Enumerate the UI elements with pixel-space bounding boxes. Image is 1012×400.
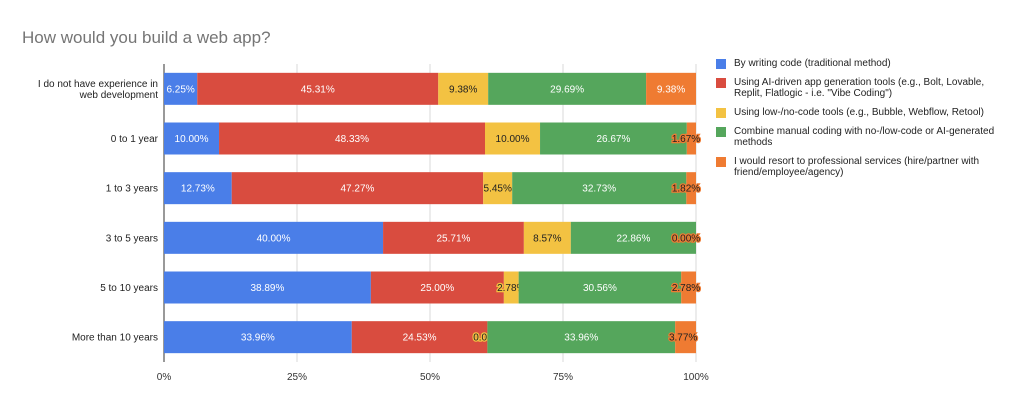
y-category-label-line: 3 to 5 years xyxy=(106,233,158,244)
bar-segment xyxy=(370,271,504,304)
bar-segment xyxy=(438,72,489,105)
bar-segment xyxy=(523,221,571,254)
bar-segment xyxy=(164,122,220,155)
legend-label: I would resort to professional services … xyxy=(734,156,980,178)
y-category-label: 0 to 1 year xyxy=(111,134,159,145)
data-label: 5.45% xyxy=(484,184,512,195)
bar-segment xyxy=(518,271,682,304)
data-label: 40.00% xyxy=(257,233,291,244)
legend-swatch xyxy=(716,78,726,88)
y-category-label: More than 10 years xyxy=(72,333,158,344)
data-label: 12.73% xyxy=(181,184,215,195)
data-label: 30.56% xyxy=(583,283,617,294)
bar-segment xyxy=(231,172,484,205)
data-label: 26.67% xyxy=(596,134,630,145)
bar-segment xyxy=(681,271,696,304)
chart-title: How would you build a web app? xyxy=(22,28,271,47)
bar-segment xyxy=(570,221,696,254)
bar-segment xyxy=(164,271,371,304)
y-category-label-line: web development xyxy=(79,90,159,101)
y-category-label-line: I do not have experience in xyxy=(38,79,158,90)
data-label: 9.38% xyxy=(657,84,685,95)
x-tick-label: 25% xyxy=(287,372,307,383)
data-label: 0.00% xyxy=(672,233,700,244)
bar-segment xyxy=(512,172,687,205)
y-category-label-line: More than 10 years xyxy=(72,333,158,344)
y-category-label: 3 to 5 years xyxy=(106,233,158,244)
data-label: 3.77% xyxy=(669,333,697,344)
x-tick-label: 100% xyxy=(683,372,709,383)
x-tick-label: 0% xyxy=(157,372,172,383)
bar-segment xyxy=(197,72,439,105)
bar-segment xyxy=(351,321,488,354)
y-category-label: 5 to 10 years xyxy=(100,283,158,294)
data-label: 45.31% xyxy=(301,84,335,95)
y-category-label-line: 0 to 1 year xyxy=(111,134,159,145)
data-label: 38.89% xyxy=(250,283,284,294)
legend-item: I would resort to professional services … xyxy=(716,156,1006,178)
legend-item: Using low-/no-code tools (e.g., Bubble, … xyxy=(716,107,1006,118)
legend-label: Using AI-driven app generation tools (e.… xyxy=(734,77,985,99)
bar-segment xyxy=(488,72,647,105)
legend-label: Combine manual coding with no-/low-code … xyxy=(734,126,995,148)
data-label: 33.96% xyxy=(241,333,275,344)
bar-segment xyxy=(164,321,352,354)
data-label: 10.00% xyxy=(175,134,209,145)
bar-segment xyxy=(383,221,524,254)
legend-swatch xyxy=(716,108,726,118)
legend-swatch xyxy=(716,127,726,137)
x-tick-label: 50% xyxy=(420,372,440,383)
bar-segment xyxy=(686,122,696,155)
data-label: 8.57% xyxy=(533,233,561,244)
bar-segment xyxy=(219,122,486,155)
bar-segment xyxy=(487,321,676,354)
data-label: 33.96% xyxy=(564,333,598,344)
bar-segment xyxy=(483,172,513,205)
legend-item: Combine manual coding with no-/low-code … xyxy=(716,126,1006,148)
bar-segment xyxy=(503,271,519,304)
data-label: 1.67% xyxy=(672,134,700,145)
data-label: 2.78% xyxy=(672,283,700,294)
bar-segment xyxy=(540,122,687,155)
x-tick-label: 75% xyxy=(553,372,573,383)
bar-segment xyxy=(646,72,696,105)
data-label: 22.86% xyxy=(616,233,650,244)
bar-segment xyxy=(485,122,541,155)
legend-item: By writing code (traditional method) xyxy=(716,58,1006,69)
bar-segment xyxy=(164,172,232,205)
legend-swatch xyxy=(716,59,726,69)
data-label: 32.73% xyxy=(582,184,616,195)
legend-label: By writing code (traditional method) xyxy=(734,58,891,69)
legend-swatch xyxy=(716,157,726,167)
bar-segment xyxy=(675,321,696,354)
y-category-label: 1 to 3 years xyxy=(106,184,158,195)
data-label: 47.27% xyxy=(341,184,375,195)
data-label: 1.82% xyxy=(672,184,700,195)
data-label: 10.00% xyxy=(496,134,530,145)
data-label: 25.71% xyxy=(437,233,471,244)
bar-segment xyxy=(686,172,696,205)
bar-segment xyxy=(164,72,198,105)
legend-item: Using AI-driven app generation tools (e.… xyxy=(716,77,1006,99)
bar-segment xyxy=(164,221,384,254)
y-category-label-line: 5 to 10 years xyxy=(100,283,158,294)
data-label: 24.53% xyxy=(403,333,437,344)
y-category-label: I do not have experience in web developme… xyxy=(38,79,158,101)
data-label: 6.25% xyxy=(166,84,194,95)
data-label: 29.69% xyxy=(550,84,584,95)
y-category-label-line: 1 to 3 years xyxy=(106,184,158,195)
data-label: 48.33% xyxy=(335,134,369,145)
legend-label: Using low-/no-code tools (e.g., Bubble, … xyxy=(734,107,984,118)
chart-legend: By writing code (traditional method) Usin… xyxy=(716,58,1006,186)
data-label: 9.38% xyxy=(449,84,477,95)
data-label: 25.00% xyxy=(420,283,454,294)
